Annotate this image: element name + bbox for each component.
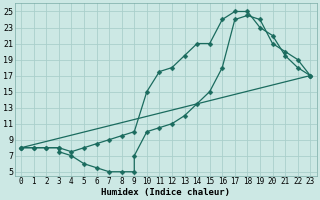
X-axis label: Humidex (Indice chaleur): Humidex (Indice chaleur) xyxy=(101,188,230,197)
